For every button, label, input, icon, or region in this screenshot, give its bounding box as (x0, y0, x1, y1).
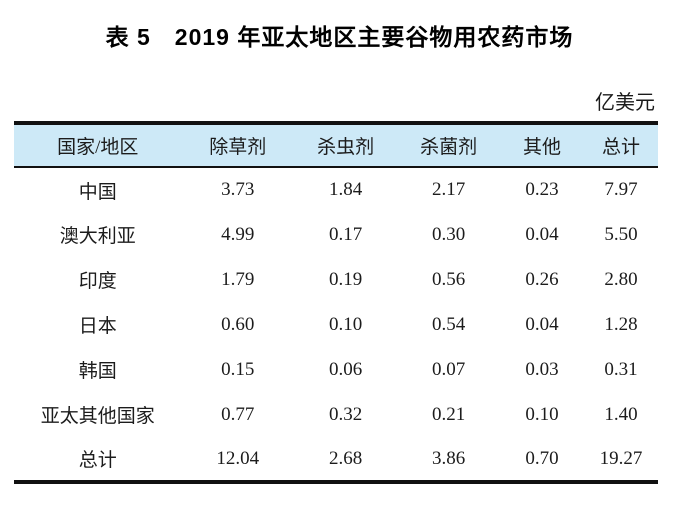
cell-value: 0.77 (221, 403, 255, 425)
cell-value: 12.04 (216, 447, 260, 469)
col-header-fungicide: 杀菌剂 (420, 137, 478, 158)
cell-value: 0.21 (432, 403, 466, 425)
cell-country: 澳大利亚 (59, 226, 136, 247)
cell-value: 0.06 (329, 358, 363, 380)
header-row: 国家/地区 除草剂 杀虫剂 杀菌剂 其他 总计 (14, 123, 658, 167)
cell-country: 中国 (78, 181, 117, 203)
cell-value: 0.03 (525, 358, 559, 380)
cell-value: 0.07 (432, 358, 466, 380)
col-header-country: 国家/地区 (57, 137, 139, 158)
cell-value: 0.70 (525, 447, 559, 469)
cell-value: 2.68 (329, 447, 363, 469)
table-row: 印度 1.79 0.19 0.56 0.26 2.80 (14, 257, 658, 302)
table-row: 亚太其他国家 0.77 0.32 0.21 0.10 1.40 (14, 392, 658, 437)
table-row: 澳大利亚 4.99 0.17 0.30 0.04 5.50 (14, 212, 658, 257)
unit-label: 亿美元 (595, 92, 655, 114)
cell-value: 0.56 (432, 268, 466, 290)
page: 表 5 2019 年亚太地区主要谷物用农药市场 亿美元 国家/地区 除草剂 杀虫… (0, 18, 679, 515)
col-header-other: 其他 (523, 137, 562, 158)
cell-value: 0.26 (525, 268, 559, 290)
cell-value: 0.04 (525, 223, 559, 245)
cell-value: 1.79 (221, 268, 255, 290)
cell-value: 2.17 (432, 179, 466, 200)
cell-value: 0.04 (525, 313, 559, 335)
cell-country: 亚太其他国家 (40, 406, 155, 427)
cell-value: 1.40 (604, 403, 638, 425)
cell-value: 19.27 (599, 447, 643, 469)
cell-value: 2.80 (604, 268, 638, 290)
cell-value: 3.86 (432, 447, 466, 469)
cell-value: 0.54 (432, 313, 466, 335)
table-row: 韩国 0.15 0.06 0.07 0.03 0.31 (14, 347, 658, 392)
pesticide-market-table: 国家/地区 除草剂 杀虫剂 杀菌剂 其他 总计 中国 3.73 1.84 2.1… (14, 121, 658, 484)
table-row: 日本 0.60 0.10 0.54 0.04 1.28 (14, 302, 658, 347)
table-title: 表 5 2019 年亚太地区主要谷物用农药市场 (105, 24, 574, 50)
cell-value: 0.15 (221, 358, 255, 380)
cell-value: 0.30 (432, 223, 466, 245)
cell-value: 0.19 (329, 268, 363, 290)
cell-value: 5.50 (604, 223, 638, 245)
col-header-total: 总计 (601, 137, 640, 158)
cell-value: 3.73 (221, 179, 255, 200)
cell-value: 0.10 (525, 403, 559, 425)
cell-value: 0.10 (329, 313, 363, 335)
cell-country: 总计 (78, 450, 117, 471)
cell-country: 日本 (78, 316, 117, 337)
cell-value: 0.32 (329, 403, 363, 425)
cell-country: 印度 (78, 271, 117, 292)
cell-value: 1.84 (329, 179, 363, 200)
cell-country: 韩国 (78, 361, 117, 382)
col-header-insecticide: 杀虫剂 (317, 137, 375, 158)
cell-value: 0.31 (604, 358, 638, 380)
cell-value: 0.23 (525, 179, 559, 200)
table-row-total: 总计 12.04 2.68 3.86 0.70 19.27 (14, 437, 658, 482)
cell-value: 7.97 (604, 179, 638, 200)
col-header-herbicide: 除草剂 (209, 137, 267, 158)
table-row: 中国 3.73 1.84 2.17 0.23 7.97 (14, 167, 658, 212)
cell-value: 0.17 (329, 223, 363, 245)
cell-value: 4.99 (221, 223, 255, 245)
cell-value: 1.28 (604, 313, 638, 335)
cell-value: 0.60 (221, 313, 255, 335)
